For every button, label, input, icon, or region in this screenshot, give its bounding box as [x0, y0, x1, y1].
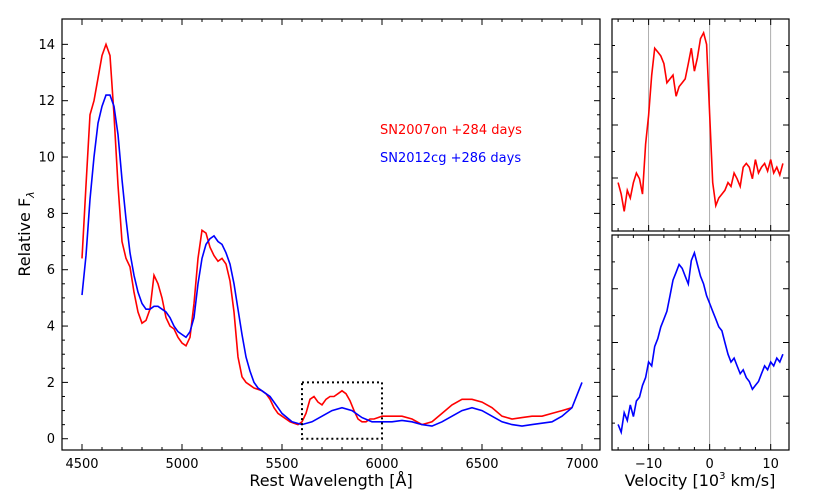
top-series-0 — [617, 30, 784, 212]
y-tick-label: 2 — [47, 376, 55, 391]
y-tick-label: 8 — [47, 207, 55, 222]
y-tick-label: 10 — [38, 151, 55, 166]
legend-sn2012cg: SN2012cg +286 days — [380, 151, 521, 166]
zoom-region-box — [301, 381, 383, 440]
velocity-label-sup: 3 — [719, 471, 725, 482]
main-x-ticks: 4500 5000 5500 6000 6500 7000 — [65, 19, 599, 472]
velocity-axis-label: Velocity [103 km/s] — [625, 471, 776, 490]
inset-top-panel — [611, 18, 790, 232]
legend-sn2007on: SN2007on +284 days — [380, 123, 522, 138]
main-series-0 — [81, 42, 573, 426]
bottom-vlines — [648, 235, 772, 450]
velocity-label-main: Velocity [10 — [625, 471, 719, 490]
y-tick-label: 6 — [47, 263, 55, 278]
main-curves — [81, 42, 583, 427]
inset-bottom-frame — [611, 234, 790, 451]
x-tick-label: 7000 — [565, 457, 598, 472]
bottom-series-0 — [617, 250, 784, 436]
main-plot-frame — [61, 18, 601, 451]
y-tick-label: 4 — [47, 320, 55, 335]
x-tick-label: 6500 — [465, 457, 498, 472]
bottom-curves — [617, 250, 784, 436]
main-series-1 — [81, 94, 583, 427]
inset-top-frame — [611, 18, 790, 232]
main-panel: 4500 5000 5500 6000 6500 7000 0 2 4 6 8 10 12 14 SN2… — [15, 18, 601, 490]
y-tick-label: 12 — [38, 94, 55, 109]
velocity-tick-label: 10 — [762, 457, 779, 472]
velocity-label-tail: km/s] — [725, 471, 775, 490]
bottom-ticks: −10 0 10 — [612, 234, 789, 472]
x-tick-label: 5500 — [265, 457, 298, 472]
main-y-ticks: 0 2 4 6 8 10 12 14 — [38, 38, 600, 447]
x-tick-label: 5000 — [165, 457, 198, 472]
y-axis-label: Relative Fλ — [15, 191, 37, 276]
y-axis-label-main: Relative F — [15, 198, 34, 277]
x-tick-label: 4500 — [65, 457, 98, 472]
y-tick-label: 14 — [38, 38, 55, 53]
x-axis-label: Rest Wavelength [Å] — [249, 471, 412, 490]
top-ticks — [612, 18, 789, 232]
top-curves — [617, 30, 784, 212]
x-tick-label: 6000 — [365, 457, 398, 472]
inset-bottom-panel: −10 0 10 Velocity [103 km/s] — [611, 234, 790, 490]
y-axis-label-subscript: λ — [24, 191, 37, 199]
velocity-tick-label: −10 — [635, 457, 662, 472]
velocity-tick-label: 0 — [706, 457, 714, 472]
y-tick-label: 0 — [47, 432, 55, 447]
